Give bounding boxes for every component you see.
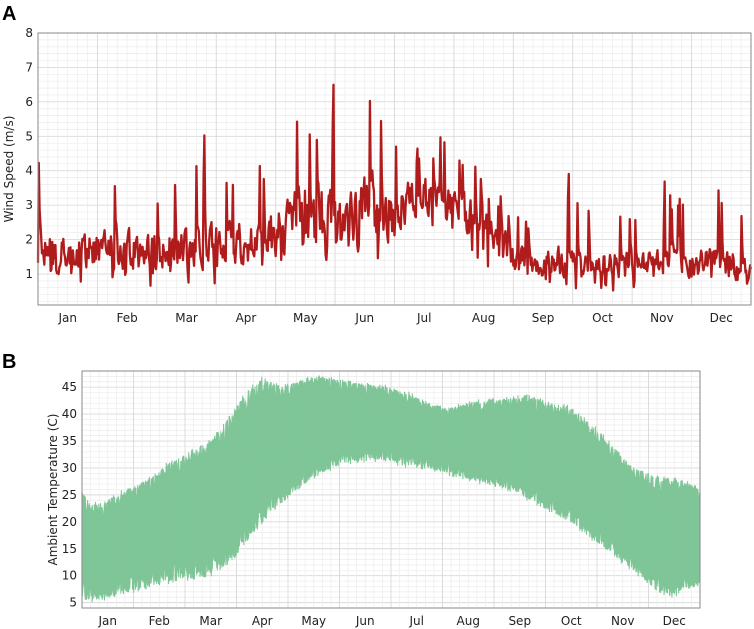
temp-y-tick-label: 40 xyxy=(62,407,77,421)
wind-x-tick-label: Feb xyxy=(117,311,138,325)
wind-y-tick-label: 6 xyxy=(25,95,33,109)
wind-x-tick-label: Nov xyxy=(650,311,673,325)
wind-x-tick-label: Mar xyxy=(175,311,198,325)
wind-x-tick-label: Oct xyxy=(592,311,613,325)
wind-y-tick-label: 5 xyxy=(25,129,33,143)
temp-y-tick-label: 10 xyxy=(62,569,77,583)
temp-y-tick-label: 25 xyxy=(62,488,77,502)
temp-y-tick-label: 15 xyxy=(62,542,77,556)
temp-y-tick-label: 5 xyxy=(69,596,77,610)
temp-x-tick-label: Jul xyxy=(409,614,424,628)
temp-x-tick-label: Sep xyxy=(508,614,531,628)
temp-y-tick-label: 35 xyxy=(62,434,77,448)
wind-x-tick-label: Jan xyxy=(57,311,77,325)
wind-series-line xyxy=(36,83,753,292)
wind-speed-chart: 1 2 3 4 5 6 7 8 Jan Feb Mar Apr May Jun Jul Aug Sep Oct No… xyxy=(2,26,753,325)
temp-x-tick-label: Feb xyxy=(149,614,170,628)
temp-x-tick-label: Aug xyxy=(457,614,480,628)
wind-x-tick-label: Aug xyxy=(472,311,495,325)
ambient-temperature-chart: 5 10 15 20 25 30 35 40 45 Jan Feb Mar Apr May Jun Jul Au… xyxy=(46,370,701,628)
wind-y-tick-label: 2 xyxy=(25,233,33,247)
wind-x-tick-label: May xyxy=(293,311,318,325)
temp-y-axis-title: Ambient Temperature (C) xyxy=(46,414,60,566)
wind-plot-frame xyxy=(37,32,752,306)
temp-x-tick-label: Jan xyxy=(98,614,118,628)
wind-y-tick-label: 4 xyxy=(25,164,33,178)
temp-x-tick-label: May xyxy=(301,614,326,628)
temp-x-tick-label: Apr xyxy=(252,614,273,628)
temp-x-tick-label: Jun xyxy=(355,614,375,628)
panel-label-b: B xyxy=(2,351,16,373)
wind-x-tick-label: Sep xyxy=(532,311,555,325)
wind-y-tick-label: 3 xyxy=(25,198,33,212)
wind-x-tick-label: Apr xyxy=(236,311,257,325)
wind-x-tick-label: Jun xyxy=(354,311,374,325)
wind-y-axis-title: Wind Speed (m/s) xyxy=(2,116,16,223)
temp-x-tick-label: Mar xyxy=(199,614,222,628)
temp-y-tick-label: 20 xyxy=(62,515,77,529)
panel-label-a: A xyxy=(2,3,16,25)
temp-x-tick-label: Nov xyxy=(611,614,634,628)
wind-x-tick-label: Jul xyxy=(416,311,431,325)
wind-y-tick-label: 7 xyxy=(25,60,33,74)
wind-x-tick-label: Dec xyxy=(710,311,733,325)
temp-y-tick-label: 45 xyxy=(62,380,77,394)
temp-x-tick-label: Oct xyxy=(561,614,582,628)
wind-y-tick-label: 8 xyxy=(25,26,33,40)
temp-y-tick-label: 30 xyxy=(62,461,77,475)
temp-x-tick-label: Dec xyxy=(663,614,686,628)
wind-y-tick-label: 1 xyxy=(25,267,33,281)
temp-plot-frame xyxy=(81,370,701,609)
